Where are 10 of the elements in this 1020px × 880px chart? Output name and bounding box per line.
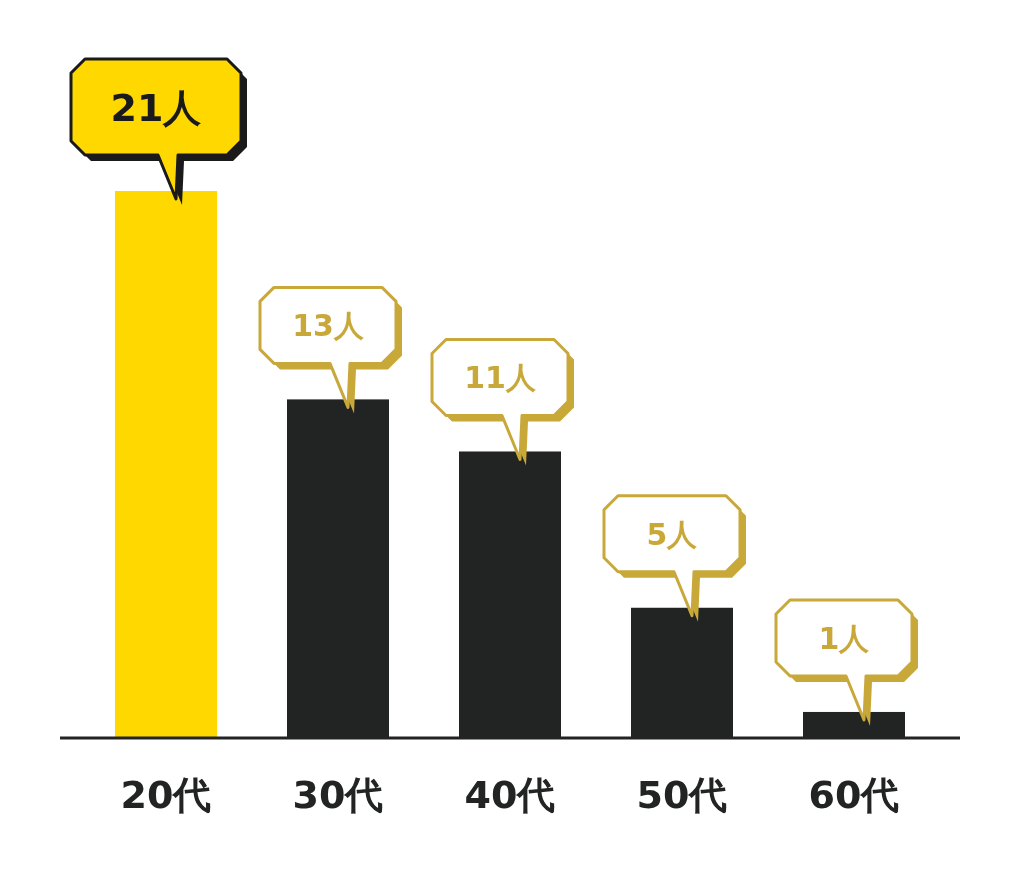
x-tick-label: 20代 [120,773,212,817]
x-tick-label: 30代 [292,773,384,817]
data-label: 13人 [292,308,365,344]
data-label: 11人 [464,360,537,396]
x-tick-label: 40代 [464,773,556,817]
x-tick-label: 60代 [808,773,900,817]
data-label: 5人 [646,516,699,552]
x-tick-label: 50代 [636,773,728,817]
data-label: 21人 [110,86,202,130]
data-label: 1人 [818,620,871,656]
